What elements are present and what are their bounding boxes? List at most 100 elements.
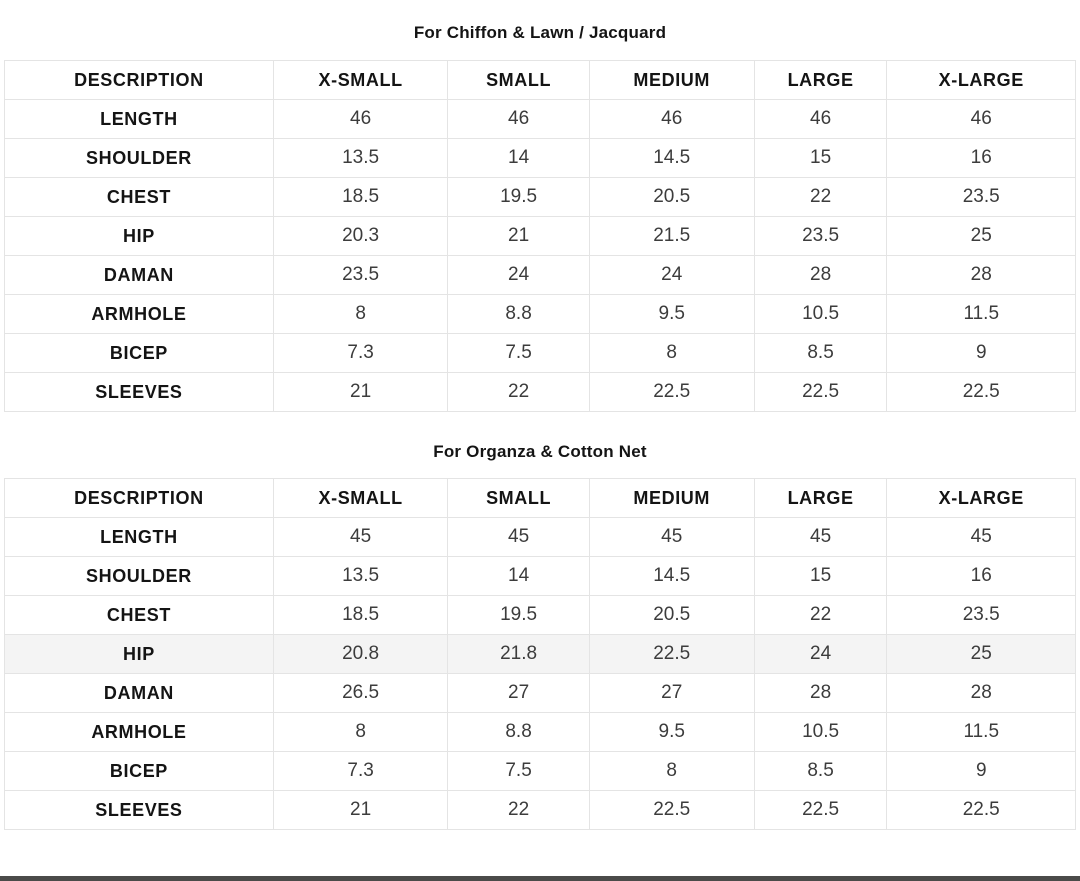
column-header: SMALL xyxy=(447,60,590,100)
cell-value: 9 xyxy=(886,333,1076,373)
header-row: DESCRIPTION X-SMALL SMALL MEDIUM LARGE X-LARG… xyxy=(4,478,1076,518)
row-label: HIP xyxy=(4,634,274,674)
row-label: SLEEVES xyxy=(4,372,274,412)
cell-value: 14.5 xyxy=(588,556,755,596)
cell-value: 45 xyxy=(886,517,1076,557)
cell-value: 24 xyxy=(588,255,755,295)
column-header: X-SMALL xyxy=(272,60,449,100)
cell-value: 8.5 xyxy=(753,751,888,791)
cell-value: 11.5 xyxy=(886,294,1076,334)
row-label: ARMHOLE xyxy=(4,712,274,752)
cell-value: 23.5 xyxy=(272,255,449,295)
cell-value: 21.8 xyxy=(447,634,590,674)
cell-value: 14 xyxy=(447,138,590,178)
cell-value: 22.5 xyxy=(886,372,1076,412)
cell-value: 22.5 xyxy=(588,634,755,674)
row-label: SLEEVES xyxy=(4,790,274,830)
cell-value: 22.5 xyxy=(588,790,755,830)
cell-value: 46 xyxy=(753,99,888,139)
cell-value: 23.5 xyxy=(886,595,1076,635)
table-row: SLEEVES 21 22 22.5 22.5 22.5 xyxy=(4,372,1076,412)
column-header: DESCRIPTION xyxy=(4,60,274,100)
cell-value: 23.5 xyxy=(886,177,1076,217)
cell-value: 20.5 xyxy=(588,595,755,635)
column-header: MEDIUM xyxy=(588,60,755,100)
table-row: CHEST 18.5 19.5 20.5 22 23.5 xyxy=(4,177,1076,217)
cell-value: 7.5 xyxy=(447,751,590,791)
cell-value: 8.8 xyxy=(447,712,590,752)
cell-value: 24 xyxy=(447,255,590,295)
cell-value: 24 xyxy=(753,634,888,674)
table-row: BICEP 7.3 7.5 8 8.5 9 xyxy=(4,333,1076,373)
cell-value: 16 xyxy=(886,138,1076,178)
cell-value: 25 xyxy=(886,216,1076,256)
column-header: X-SMALL xyxy=(272,478,449,518)
row-label: BICEP xyxy=(4,751,274,791)
cell-value: 8 xyxy=(272,712,449,752)
row-label: BICEP xyxy=(4,333,274,373)
size-table-chiffon-lawn-jacquard: DESCRIPTION X-SMALL SMALL MEDIUM LARGE X-LARG… xyxy=(4,60,1076,412)
cell-value: 20.5 xyxy=(588,177,755,217)
table-row: LENGTH 46 46 46 46 46 xyxy=(4,99,1076,139)
row-label: LENGTH xyxy=(4,517,274,557)
cell-value: 46 xyxy=(447,99,590,139)
column-header: X-LARGE xyxy=(886,60,1076,100)
column-header: MEDIUM xyxy=(588,478,755,518)
cell-value: 20.8 xyxy=(272,634,449,674)
table-row: CHEST 18.5 19.5 20.5 22 23.5 xyxy=(4,595,1076,635)
size-chart-section-chiffon-lawn-jacquard: For Chiffon & Lawn / Jacquard DESCRIPTIO… xyxy=(0,0,1080,412)
cell-value: 22 xyxy=(447,372,590,412)
cell-value: 27 xyxy=(447,673,590,713)
table-row: SHOULDER 13.5 14 14.5 15 16 xyxy=(4,138,1076,178)
column-header: LARGE xyxy=(753,60,888,100)
header-row: DESCRIPTION X-SMALL SMALL MEDIUM LARGE X-LARG… xyxy=(4,60,1076,100)
footer-bar xyxy=(0,876,1080,881)
cell-value: 21 xyxy=(272,790,449,830)
cell-value: 13.5 xyxy=(272,556,449,596)
cell-value: 7.5 xyxy=(447,333,590,373)
cell-value: 28 xyxy=(753,673,888,713)
cell-value: 15 xyxy=(753,138,888,178)
cell-value: 19.5 xyxy=(447,595,590,635)
cell-value: 10.5 xyxy=(753,712,888,752)
cell-value: 28 xyxy=(753,255,888,295)
cell-value: 13.5 xyxy=(272,138,449,178)
table-row: HIP 20.3 21 21.5 23.5 25 xyxy=(4,216,1076,256)
table-row: SLEEVES 21 22 22.5 22.5 22.5 xyxy=(4,790,1076,830)
row-label: DAMAN xyxy=(4,255,274,295)
row-label: HIP xyxy=(4,216,274,256)
cell-value: 45 xyxy=(447,517,590,557)
table-row: LENGTH 45 45 45 45 45 xyxy=(4,517,1076,557)
cell-value: 8 xyxy=(588,751,755,791)
column-header: DESCRIPTION xyxy=(4,478,274,518)
row-label: SHOULDER xyxy=(4,556,274,596)
cell-value: 14 xyxy=(447,556,590,596)
cell-value: 22.5 xyxy=(588,372,755,412)
cell-value: 16 xyxy=(886,556,1076,596)
cell-value: 22.5 xyxy=(753,372,888,412)
cell-value: 21.5 xyxy=(588,216,755,256)
cell-value: 46 xyxy=(272,99,449,139)
cell-value: 46 xyxy=(588,99,755,139)
cell-value: 23.5 xyxy=(753,216,888,256)
cell-value: 22.5 xyxy=(753,790,888,830)
cell-value: 26.5 xyxy=(272,673,449,713)
cell-value: 22 xyxy=(753,177,888,217)
table-row: SHOULDER 13.5 14 14.5 15 16 xyxy=(4,556,1076,596)
column-header: SMALL xyxy=(447,478,590,518)
cell-value: 28 xyxy=(886,673,1076,713)
cell-value: 28 xyxy=(886,255,1076,295)
cell-value: 25 xyxy=(886,634,1076,674)
cell-value: 8 xyxy=(588,333,755,373)
cell-value: 8.8 xyxy=(447,294,590,334)
cell-value: 9 xyxy=(886,751,1076,791)
chart-title-organza-cotton-net: For Organza & Cotton Net xyxy=(433,442,647,461)
cell-value: 10.5 xyxy=(753,294,888,334)
cell-value: 46 xyxy=(886,99,1076,139)
table-row: ARMHOLE 8 8.8 9.5 10.5 11.5 xyxy=(4,712,1076,752)
cell-value: 20.3 xyxy=(272,216,449,256)
chart-title-chiffon-lawn-jacquard: For Chiffon & Lawn / Jacquard xyxy=(413,23,667,42)
cell-value: 21 xyxy=(272,372,449,412)
row-label: CHEST xyxy=(4,177,274,217)
cell-value: 45 xyxy=(753,517,888,557)
